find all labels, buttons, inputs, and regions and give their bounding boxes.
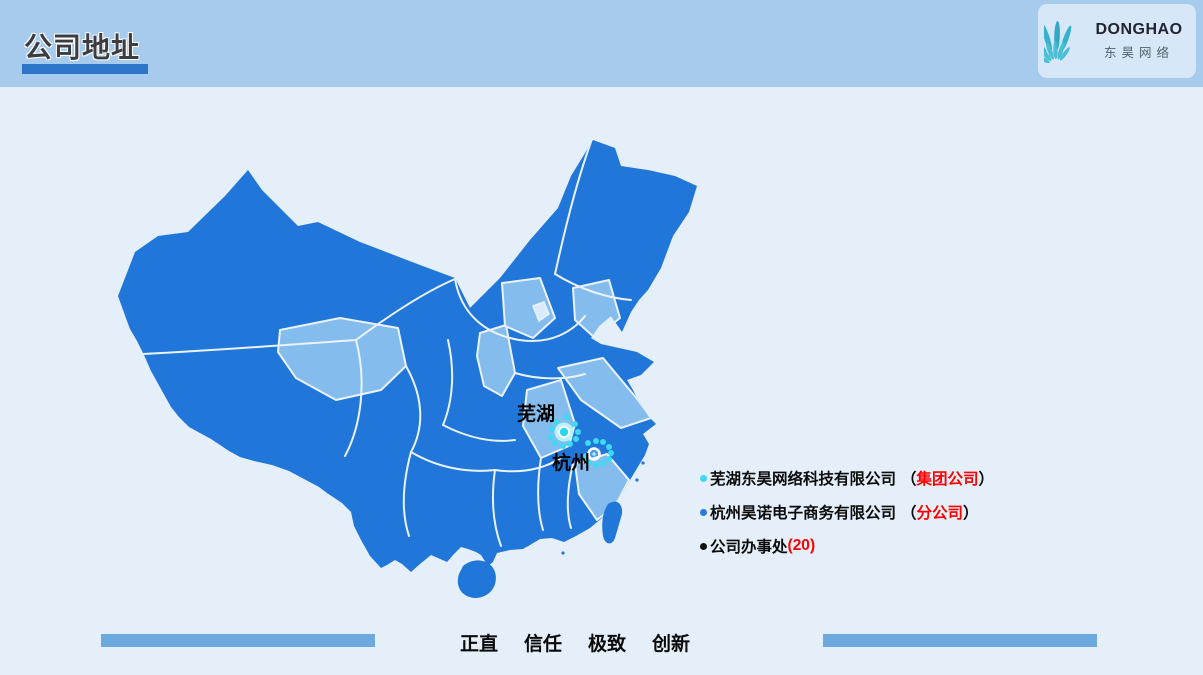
map-legend: 芜湖东昊网络科技有限公司 （ 集团公司 ） 杭州昊诺电子商务有限公司 （ 分公司… <box>700 467 994 569</box>
title-underline <box>22 64 148 74</box>
page-title: 公司地址 <box>24 32 141 63</box>
motto-word: 正直 <box>460 634 499 655</box>
motto-word: 极致 <box>588 634 627 655</box>
city-label-hangzhou: 杭州 <box>552 451 590 474</box>
legend-item-group-company: 芜湖东昊网络科技有限公司 （ 集团公司 ） <box>700 467 994 489</box>
motto-word: 创新 <box>652 634 691 655</box>
legend-company-name: 杭州昊诺电子商务有限公司 <box>710 505 897 522</box>
company-logo: DONGHAO 东昊网络 <box>1009 4 1196 78</box>
header-band: 公司地址 <box>0 0 1203 87</box>
legend-company-name: 芜湖东昊网络科技有限公司 <box>710 471 897 488</box>
legend-bullet-cyan <box>700 474 707 482</box>
legend-tag: 集团公司 <box>916 471 979 488</box>
city-label-wuhu: 芜湖 <box>517 402 555 425</box>
mainland-china-shape <box>118 140 697 572</box>
china-map: 芜湖 杭州 <box>103 128 713 628</box>
legend-item-offices: 公司办事处 ( 20 ) <box>700 535 994 557</box>
legend-bullet-black <box>700 542 707 550</box>
motto-word: 信任 <box>524 634 563 655</box>
legend-bullet-blue <box>700 508 707 516</box>
province-borders <box>142 141 632 547</box>
footer-motto: 正直 信任 极致 创新 <box>460 629 690 656</box>
footer-bar-right <box>823 634 1097 647</box>
hq-marker-wuhu <box>554 422 574 442</box>
branch-marker-hangzhou <box>587 447 601 461</box>
taiwan-island <box>602 501 623 544</box>
legend-tag: 分公司 <box>916 505 964 522</box>
fan-leaves-icon <box>1009 6 1090 77</box>
legend-item-branch-company: 杭州昊诺电子商务有限公司 （ 分公司 ） <box>700 501 994 523</box>
pale-province <box>532 301 550 323</box>
small-islets <box>561 461 645 555</box>
hainan-island <box>457 560 496 598</box>
footer-bar-left <box>101 634 375 647</box>
office-dots <box>548 414 614 468</box>
logo-brand-text: DONGHAO <box>1095 21 1183 38</box>
legend-company-name: 公司办事处 <box>710 539 788 556</box>
logo-subtitle-text: 东昊网络 <box>1103 46 1174 60</box>
legend-office-count: 20 <box>792 537 810 554</box>
